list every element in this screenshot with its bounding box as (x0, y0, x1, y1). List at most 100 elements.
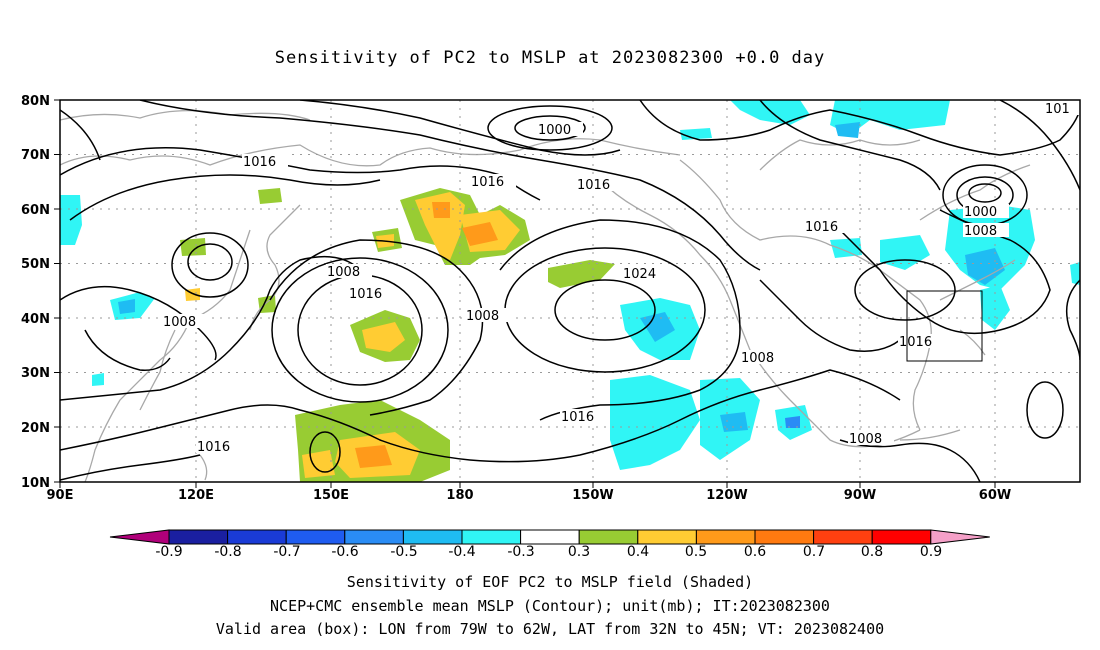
contour-label: 1008 (163, 315, 196, 330)
shade-positive (362, 322, 405, 352)
shade-negative (965, 248, 1005, 285)
contour-label: 1008 (327, 265, 360, 280)
colorbar-tick-label: 0.9 (920, 544, 942, 560)
colorbar-tick-label: -0.4 (448, 544, 475, 560)
coastline (939, 259, 1016, 301)
colorbar-tick-label: 0.7 (803, 544, 825, 560)
contour-line (299, 100, 621, 156)
contour-line (554, 279, 656, 341)
contour-line (1026, 381, 1064, 439)
lat-tick-label: 30N (21, 366, 50, 381)
contour-line (839, 209, 1051, 335)
contour-line (514, 115, 586, 141)
lon-tick-label: 90E (47, 488, 74, 503)
contour-line (60, 369, 901, 463)
colorbar-end-triangle (109, 529, 170, 545)
contour-label: 1008 (964, 224, 997, 239)
contour-line (759, 100, 941, 191)
lon-tick-label: 180 (446, 488, 473, 503)
shade-negative (880, 235, 930, 270)
lon-tick-label: 150W (572, 488, 613, 503)
contour-line (839, 439, 981, 482)
contour-line (60, 285, 217, 361)
contour-label: 101 (1045, 102, 1070, 117)
lat-tick-label: 40N (21, 312, 50, 327)
shade-negative (118, 299, 135, 314)
lat-axis: 80N 70N 60N 50N 40N 30N 20N 10N (21, 94, 50, 491)
contour-line (139, 100, 761, 271)
shade-positive (462, 222, 498, 246)
colorbar-tick-label: -0.3 (507, 544, 534, 560)
caption-line-2: NCEP+CMC ensemble mean MSLP (Contour); u… (270, 597, 830, 615)
coastline (60, 110, 311, 121)
contour-label: 1008 (849, 432, 882, 447)
contour-label: 1016 (349, 287, 382, 302)
coastline (959, 329, 986, 356)
lat-tick-label: 50N (21, 257, 50, 272)
shade-negative (610, 375, 700, 470)
contour-line (171, 232, 249, 298)
shade-positive (355, 445, 392, 468)
lon-tick-label: 60W (979, 488, 1011, 503)
colorbar-tick-label: 0.5 (685, 544, 707, 560)
contour-label: 1008 (466, 309, 499, 324)
coastline (899, 429, 961, 441)
contour-line (854, 259, 956, 321)
contour-line (999, 100, 1080, 191)
lon-tick-label: 120E (178, 488, 214, 503)
coastline (139, 329, 176, 411)
colorbar-swatch (754, 529, 815, 545)
colorbar-swatch (637, 529, 697, 545)
lat-tick-label: 70N (21, 148, 50, 163)
contour-label: 1016 (805, 220, 838, 235)
contour-labels: 1016 1016 1016 1000 101 1016 1000 1008 1… (162, 101, 1080, 455)
lon-tick-label: 120W (706, 488, 747, 503)
shade-negative (980, 285, 1010, 330)
colorbar-tick-label: -0.5 (390, 544, 417, 560)
colorbar-swatch (402, 529, 463, 545)
tick-marks (54, 99, 996, 488)
colorbar-tick-label: -0.7 (273, 544, 300, 560)
contour-label: 1016 (197, 440, 230, 455)
colorbar-tick-label: 0.4 (627, 544, 649, 560)
contour-line (60, 255, 361, 401)
contour-label: 1016 (577, 178, 610, 193)
shade-negative (785, 416, 800, 428)
contour-label: 1000 (964, 205, 997, 220)
shade-positive (302, 450, 335, 478)
colorbar-end-triangle (930, 529, 990, 545)
contour-line (271, 257, 449, 403)
contour-label: 1024 (623, 267, 656, 282)
shade-negative (730, 100, 810, 125)
coastline (679, 159, 881, 271)
contour-line (487, 105, 613, 151)
contour-line (69, 174, 381, 221)
contour-label: 1016 (899, 335, 932, 350)
caption-line-1: Sensitivity of EOF PC2 to MSLP field (Sh… (346, 573, 754, 591)
shade-positive (548, 260, 615, 288)
colorbar-swatch (813, 529, 873, 545)
contour-line (60, 147, 541, 201)
contour-line (60, 454, 201, 481)
colorbar (109, 529, 990, 545)
contour-line (187, 243, 233, 281)
contour-line (639, 100, 1080, 156)
shade-positive (432, 202, 450, 218)
lat-tick-label: 10N (21, 476, 50, 491)
shade-negative (640, 312, 675, 342)
colorbar-swatch (871, 529, 932, 545)
valid-area-box (906, 290, 983, 362)
lat-tick-label: 80N (21, 94, 50, 109)
coastline (879, 269, 932, 431)
contour-line (499, 219, 741, 421)
colorbar-swatch (168, 529, 229, 545)
shade-positive (180, 238, 206, 256)
caption-line-3: Valid area (box): LON from 79W to 62W, L… (215, 620, 885, 638)
contour-label: 1000 (538, 123, 571, 138)
colorbar-swatch (520, 529, 580, 545)
contour-line (60, 109, 101, 161)
contour-label: 1008 (741, 351, 774, 366)
colorbar-swatch (461, 529, 522, 545)
colorbar-tick-label: -0.8 (214, 544, 241, 560)
